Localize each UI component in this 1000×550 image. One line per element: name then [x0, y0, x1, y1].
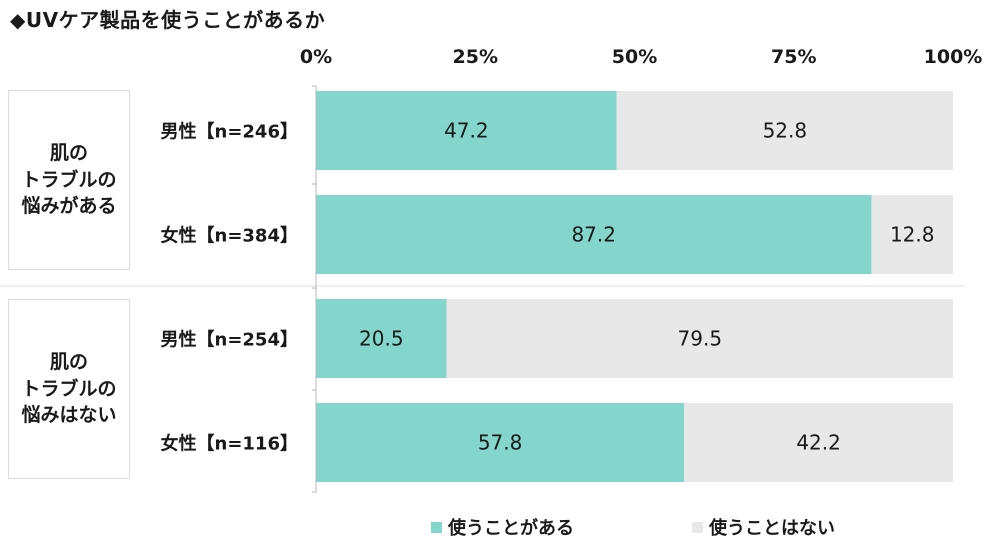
- group-label-has-trouble: 肌の トラブルの 悩みがある: [8, 90, 130, 270]
- data-label: 87.2: [571, 223, 616, 247]
- bar-segment: [316, 195, 872, 274]
- legend-swatch-use: [431, 521, 442, 533]
- category-label: 女性【n=116】: [161, 433, 298, 455]
- category-label: 女性【n=384】: [161, 225, 298, 247]
- bar-segment: [316, 91, 617, 170]
- bar-segment: [316, 403, 685, 482]
- chart-title: ◆UVケア製品を使うことがあるか: [10, 8, 326, 32]
- bar-segment: [684, 403, 953, 482]
- bar-segment: [446, 299, 953, 378]
- data-label: 79.5: [678, 327, 723, 351]
- data-label: 47.2: [444, 119, 489, 143]
- data-label: 42.2: [796, 431, 841, 455]
- x-tick-label: 100%: [924, 46, 983, 68]
- bar-segment: [616, 91, 953, 170]
- data-label: 57.8: [478, 431, 523, 455]
- legend-label-nouse: 使うことはない: [709, 518, 835, 539]
- data-label: 12.8: [890, 223, 935, 247]
- x-tick-label: 75%: [771, 46, 816, 68]
- group-label-no-trouble: 肌の トラブルの 悩みはない: [8, 299, 130, 479]
- bar-segment: [871, 195, 953, 274]
- legend-label-use: 使うことがある: [448, 518, 574, 539]
- data-label: 52.8: [763, 119, 808, 143]
- bar-segment: [316, 299, 447, 378]
- x-tick-label: 50%: [612, 46, 657, 68]
- legend-use: 使うことがある: [431, 514, 574, 540]
- x-tick-label: 25%: [453, 46, 498, 68]
- legend-nouse: 使うことはない: [692, 514, 835, 540]
- category-label: 男性【n=254】: [161, 329, 298, 351]
- legend-swatch-nouse: [692, 521, 703, 533]
- data-label: 20.5: [359, 327, 404, 351]
- x-tick-label: 0%: [300, 46, 332, 68]
- category-label: 男性【n=246】: [161, 121, 298, 143]
